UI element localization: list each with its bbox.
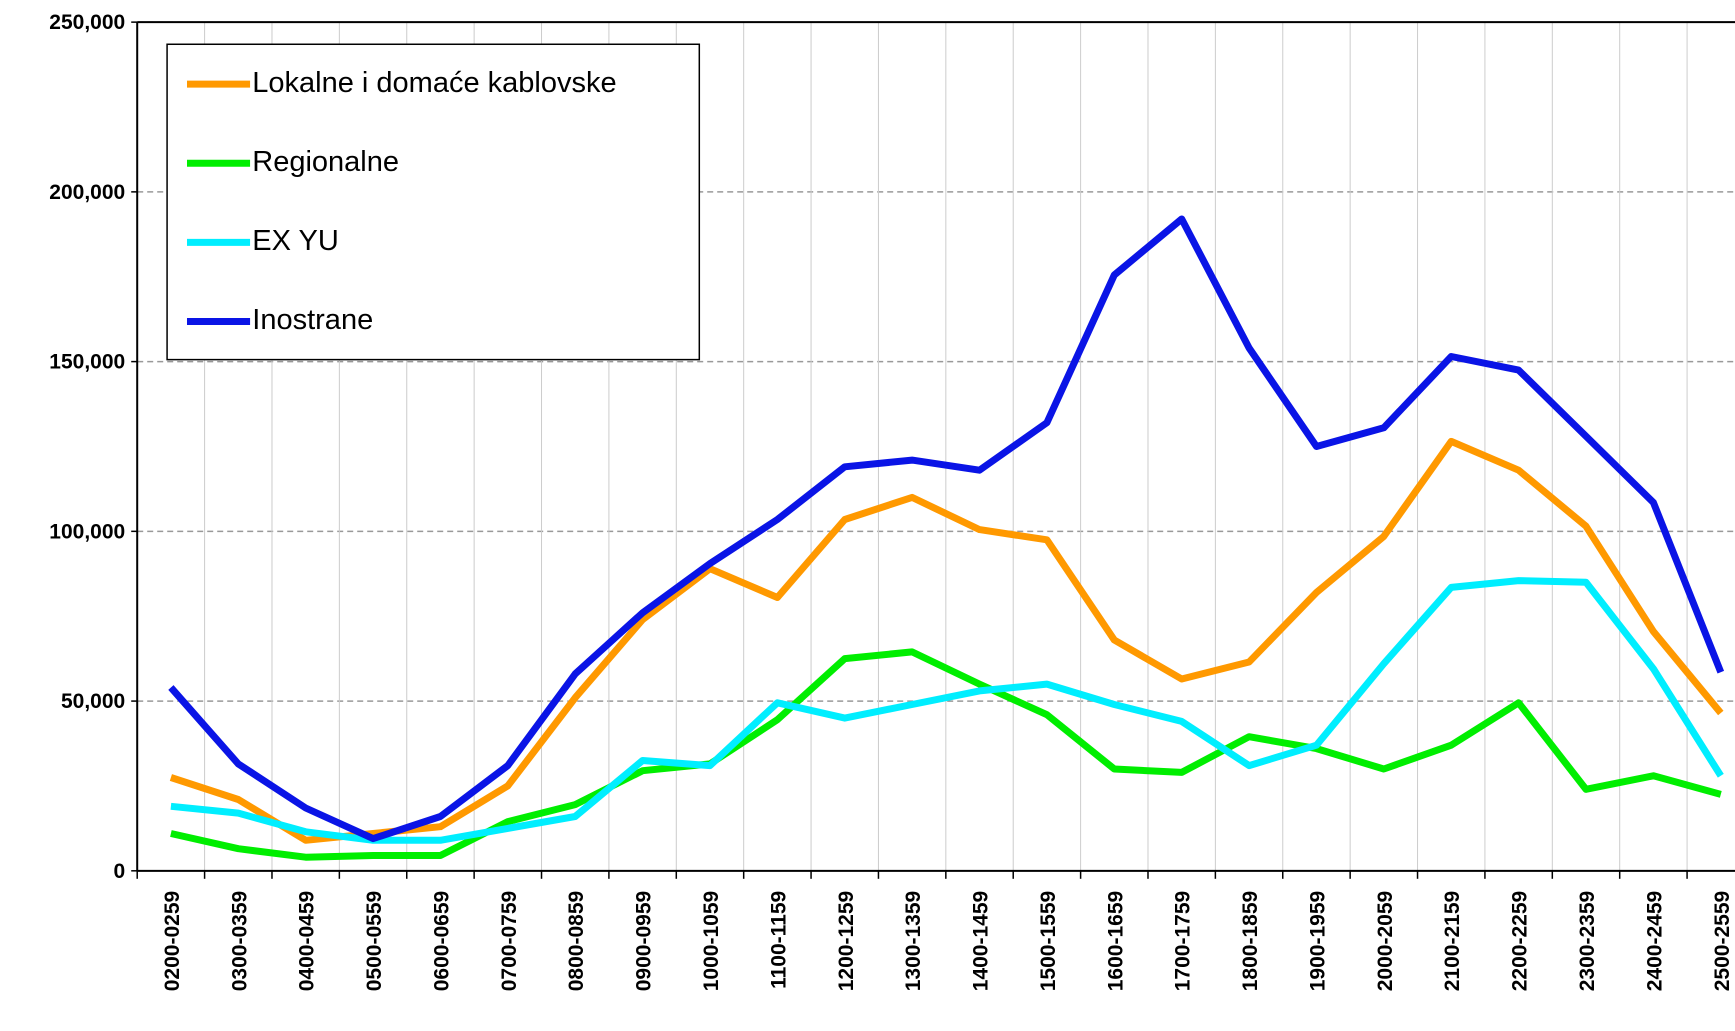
legend-label: Regionalne	[252, 146, 399, 178]
x-tick-label: 0600-0659	[430, 891, 453, 991]
x-tick-label: 0800-0859	[565, 891, 588, 991]
x-tick-label: 0300-0359	[228, 891, 251, 991]
x-tick-label: 1700-1759	[1172, 891, 1195, 991]
y-tick-label: 150,000	[49, 351, 125, 374]
x-tick-label: 1000-1059	[700, 891, 723, 991]
series-line	[170, 577, 1724, 844]
x-tick-label: 1800-1859	[1239, 891, 1262, 991]
x-tick-label: 0700-0759	[498, 891, 521, 991]
x-tick-label: 1100-1159	[767, 891, 790, 989]
x-tick-label: 2000-2059	[1374, 891, 1397, 991]
x-tick-label: 1300-1359	[902, 891, 925, 991]
legend-label: EX YU	[252, 225, 339, 257]
x-tick-label: 1400-1459	[970, 891, 993, 991]
series-line	[168, 215, 1725, 843]
x-tick-label: 0900-0959	[633, 891, 656, 991]
x-tick-label: 1500-1559	[1037, 891, 1060, 991]
y-tick-label: 0	[114, 860, 126, 883]
legend-box	[166, 43, 701, 361]
y-tick-label: 50,000	[61, 690, 125, 713]
legend-label: Lokalne i domaće kablovske	[252, 67, 616, 99]
x-tick-label: 2200-2259	[1509, 891, 1532, 991]
legend-label: Inostrane	[252, 304, 373, 336]
x-tick-label: 0500-0559	[363, 891, 386, 991]
series-line	[169, 437, 1724, 844]
y-tick-label: 250,000	[49, 11, 125, 34]
x-tick-label: 1200-1259	[835, 891, 858, 991]
x-tick-label: 2500-2559	[1711, 891, 1734, 991]
x-tick-label: 2400-2459	[1643, 891, 1666, 991]
series-line	[170, 648, 1722, 861]
x-tick-label: 2100-2159	[1441, 891, 1464, 991]
x-tick-label: 0200-0259	[161, 891, 184, 991]
x-tick-label: 1600-1659	[1104, 891, 1127, 991]
x-tick-label: 0400-0459	[296, 891, 319, 991]
y-tick-label: 100,000	[49, 520, 125, 543]
x-tick-label: 2300-2359	[1576, 891, 1599, 991]
y-tick-label: 200,000	[49, 181, 125, 204]
x-tick-label: 1900-1959	[1306, 891, 1329, 991]
